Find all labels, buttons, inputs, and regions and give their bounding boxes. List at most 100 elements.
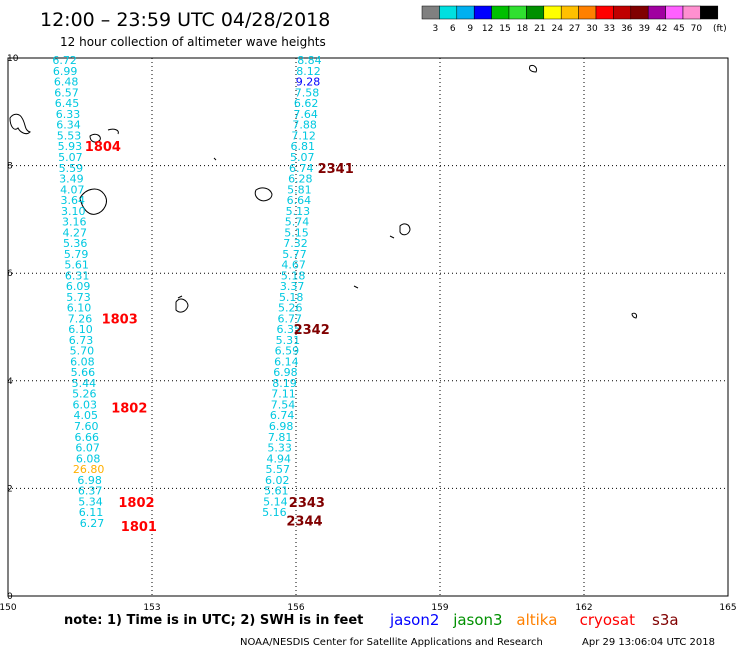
legend-label: 12 xyxy=(482,24,493,34)
x-axis-tick-labels: 150 153 156 159 162 165 xyxy=(0,603,737,613)
satellite-label: jason2 xyxy=(389,611,439,629)
wave-height-label: 7.11 xyxy=(271,388,296,401)
wave-height-label: 5.26 xyxy=(72,388,97,401)
satellite-label: s3a xyxy=(652,611,679,629)
footer-note: note: 1) Time is in UTC; 2) SWH is in fe… xyxy=(64,613,363,628)
pass-time-label: 1804 xyxy=(85,140,121,155)
wave-height-label: 6.98 xyxy=(273,366,298,379)
pass-time-label: 2341 xyxy=(318,162,354,177)
wave-height-label: 5.14 xyxy=(263,495,288,508)
wave-height-label: 6.08 xyxy=(76,452,101,465)
chart-title: 12:00 – 23:59 UTC 04/28/2018 xyxy=(40,9,330,31)
wave-height-label: 5.26 xyxy=(278,302,303,315)
island-outline xyxy=(89,133,101,143)
wave-height-label: 6.45 xyxy=(55,97,80,110)
wave-height-label: 3.64 xyxy=(61,194,86,207)
pass-time-label: 2343 xyxy=(289,496,325,511)
legend-label: (ft) xyxy=(713,24,727,34)
chart-subtitle: 12 hour collection of altimeter wave hei… xyxy=(60,35,326,49)
wave-height-label: 26.80 xyxy=(73,463,105,476)
x-tick-label: 159 xyxy=(431,603,448,613)
legend-label: 3 xyxy=(433,24,439,34)
x-tick-label: 150 xyxy=(0,603,17,613)
wave-height-label: 6.64 xyxy=(287,194,312,207)
wave-height-label: 6.31 xyxy=(65,269,90,282)
wave-height-label: 6.37 xyxy=(78,485,103,498)
legend-label: 45 xyxy=(673,24,684,34)
plot-frame xyxy=(7,57,729,597)
wave-height-label: 6.09 xyxy=(66,280,91,293)
wave-height-label: 4.27 xyxy=(62,226,87,239)
wave-height-label: 5.70 xyxy=(70,345,95,358)
legend-label: 42 xyxy=(656,24,667,34)
wave-height-label: 6.48 xyxy=(54,76,79,89)
legend-label: 24 xyxy=(551,24,563,34)
wave-height-label: 5.93 xyxy=(58,140,83,153)
wave-height-label: 7.26 xyxy=(68,312,93,325)
wave-height-label: 5.77 xyxy=(282,248,307,261)
legend-swatch xyxy=(578,5,597,20)
wave-height-label: 6.66 xyxy=(74,431,99,444)
island-outline xyxy=(254,187,273,202)
wave-height-label: 6.34 xyxy=(56,119,81,132)
y-tick-label: 10 xyxy=(7,54,19,64)
y-tick-label: 8 xyxy=(7,162,13,172)
wave-height-label: 6.03 xyxy=(73,398,98,411)
x-tick-label: 165 xyxy=(719,603,736,613)
legend-swatch xyxy=(421,5,440,20)
wave-height-labels: 6.726.996.486.576.456.336.345.535.935.07… xyxy=(52,54,321,530)
wave-height-label: 6.98 xyxy=(77,474,102,487)
wave-height-label: 5.81 xyxy=(287,183,312,196)
wave-height-label: 8.84 xyxy=(297,54,322,67)
wave-height-label: 3.10 xyxy=(61,205,86,218)
legend-label: 21 xyxy=(534,24,545,34)
wave-height-label: 7.32 xyxy=(283,237,308,250)
legend-swatch xyxy=(543,5,562,20)
y-tick-label: 6 xyxy=(7,269,13,279)
wave-height-label: 5.79 xyxy=(64,248,89,261)
wave-height-label: 3.16 xyxy=(62,216,87,229)
satellite-legend: jason2 jason3 altika cryosat s3a xyxy=(389,611,679,629)
pass-time-label: 1802 xyxy=(118,496,154,511)
y-tick-label: 4 xyxy=(7,377,13,387)
pass-time-label: 1803 xyxy=(102,312,138,327)
wave-height-label: 6.98 xyxy=(269,420,294,433)
wave-height-label: 5.18 xyxy=(279,291,304,304)
wave-height-label: 5.33 xyxy=(267,442,292,455)
wave-height-label: 6.57 xyxy=(54,86,79,99)
satellite-label: altika xyxy=(516,611,557,629)
wave-height-label: 5.07 xyxy=(58,151,83,164)
wave-height-label: 6.72 xyxy=(52,54,77,67)
wave-height-label: 7.81 xyxy=(268,431,293,444)
wave-height-label: 5.61 xyxy=(264,485,289,498)
wave-height-label: 4.67 xyxy=(281,259,306,272)
pass-time-label: 2342 xyxy=(294,323,330,338)
wave-height-label: 5.36 xyxy=(63,237,88,250)
pass-time-label: 1801 xyxy=(121,520,157,535)
wave-height-label: 4.94 xyxy=(266,452,291,465)
wave-height-label: 6.11 xyxy=(79,506,104,519)
island-outline xyxy=(213,157,217,161)
wave-height-label: 6.99 xyxy=(53,65,78,78)
wave-height-label: 7.60 xyxy=(74,420,99,433)
island-outline xyxy=(177,295,183,299)
wave-height-label: 7.88 xyxy=(292,119,317,132)
wave-height-label: 6.59 xyxy=(275,345,300,358)
wave-height-label: 5.31 xyxy=(276,334,301,347)
wave-height-label: 4.05 xyxy=(74,409,99,422)
footer-credit: NOAA/NESDIS Center for Satellite Applica… xyxy=(240,637,543,648)
legend-swatch xyxy=(700,5,719,20)
wave-height-label: 6.73 xyxy=(69,334,94,347)
satellite-label: jason3 xyxy=(452,611,502,629)
island-outline xyxy=(175,298,189,313)
island-outline xyxy=(107,128,119,135)
y-tick-label: 2 xyxy=(7,484,13,494)
wave-height-label: 6.62 xyxy=(294,97,319,110)
wave-height-label: 6.07 xyxy=(75,442,100,455)
legend-label: 6 xyxy=(450,24,456,34)
island-outline xyxy=(353,285,359,289)
satellite-label: cryosat xyxy=(580,611,635,629)
wave-height-label: 6.10 xyxy=(68,323,93,336)
legend-swatch xyxy=(560,5,579,20)
footer-timestamp: Apr 29 13:06:04 UTC 2018 xyxy=(582,637,715,648)
